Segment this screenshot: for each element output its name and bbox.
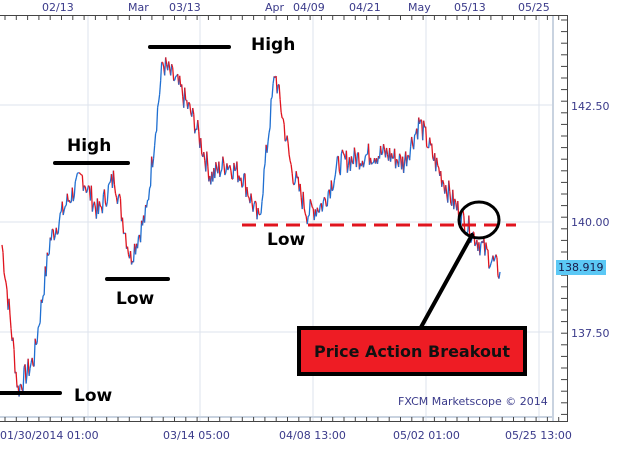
- low-label: Low: [116, 289, 155, 309]
- breakout-label: Price Action Breakout: [314, 341, 510, 361]
- bottom-tick-label: 05/02 01:00: [393, 429, 460, 442]
- top-tick-label: 04/09: [293, 1, 325, 14]
- bottom-tick-label: 03/14 05:00: [163, 429, 230, 442]
- bottom-tick-label: 05/25 13:00: [505, 429, 572, 442]
- top-tick-label: 05/13: [454, 1, 486, 14]
- top-tick-label: 05/25: [518, 1, 550, 14]
- bottom-axis-labels: 01/30/2014 01:00 03/14 05:00 04/08 13:00…: [0, 429, 572, 442]
- last-price-tag: 138.919: [556, 260, 606, 275]
- watermark: FXCM Marketscope © 2014: [398, 395, 548, 408]
- price-tick-label: 140.00: [571, 216, 610, 229]
- support-low-label: Low: [267, 230, 306, 250]
- price-series: [1, 57, 501, 397]
- price-tick-label: 137.50: [571, 327, 610, 340]
- bottom-tick-label: 04/08 13:00: [279, 429, 346, 442]
- low-label: Low: [74, 386, 113, 406]
- breakout-circle: [457, 200, 501, 240]
- top-tick-label: 04/21: [349, 1, 381, 14]
- high-label: High: [251, 35, 295, 55]
- high-label: High: [67, 136, 111, 156]
- top-tick-label: 02/13: [42, 1, 74, 14]
- callout-pointer: [418, 233, 474, 331]
- top-tick-label: Apr: [265, 1, 285, 14]
- breakout-callout: Price Action Breakout: [297, 326, 527, 376]
- top-tick-label: 03/13: [169, 1, 201, 14]
- top-axis-labels: 02/13 Mar 03/13 Apr 04/09 04/21 May 05/1…: [42, 1, 550, 14]
- top-tick-label: Mar: [128, 1, 149, 14]
- bottom-tick-label: 01/30/2014 01:00: [0, 429, 99, 442]
- price-tick-label: 142.50: [571, 100, 610, 113]
- right-axis-labels: 142.50 140.00 137.50: [571, 100, 610, 340]
- annotations: High High Low Low Low: [0, 35, 516, 406]
- top-tick-label: May: [408, 1, 431, 14]
